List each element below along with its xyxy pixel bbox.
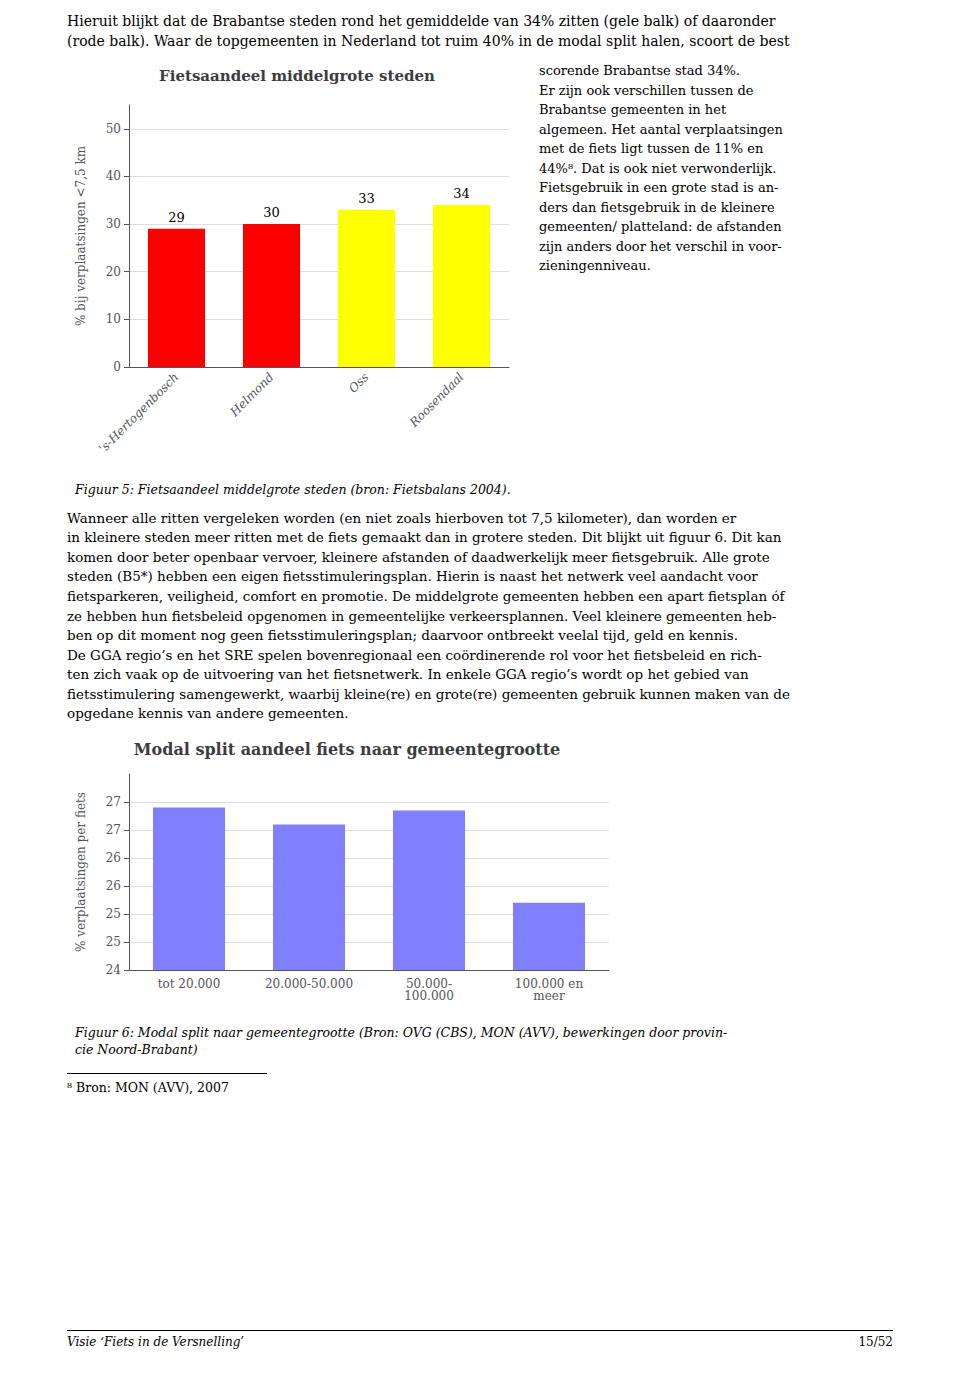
html-text:Visie ‘Fiets in de Versnelling: Visie ‘Fiets in de Versnelling’ [67,1335,245,1349]
svg-text:26: 26 [106,879,121,893]
html-text:Hieruit blijkt dat de Brabants: Hieruit blijkt dat de Brabantse steden r… [67,13,790,49]
svg-text:25: 25 [106,935,121,949]
svg-text:meer: meer [533,989,565,1003]
svg-text:Fietsaandeel middelgrote stede: Fietsaandeel middelgrote steden [159,67,435,85]
svg-text:tot 20.000: tot 20.000 [158,977,221,991]
svg-text:% bij verplaatsingen <7,5 km: % bij verplaatsingen <7,5 km [74,145,88,326]
html-text:15/52: 15/52 [858,1335,893,1349]
svg-text:20: 20 [106,265,121,279]
svg-text:100.000: 100.000 [404,989,454,1003]
html-text:Figuur 6: Modal split naar gem: Figuur 6: Modal split naar gemeentegroot… [75,1024,728,1058]
svg-text:34: 34 [453,186,470,201]
svg-text:26: 26 [106,851,121,865]
svg-text:Roosendaal: Roosendaal [406,370,466,430]
svg-text:33: 33 [358,191,375,206]
svg-text:27: 27 [106,795,121,809]
svg-text:30: 30 [263,205,280,220]
svg-text:Helmond: Helmond [227,370,277,420]
svg-text:20.000-50.000: 20.000-50.000 [265,977,353,991]
svg-text:40: 40 [106,170,121,184]
html-text:Wanneer alle ritten vergeleken: Wanneer alle ritten vergeleken worden (e… [67,509,790,722]
svg-text:'s-Hertogenbosch: 's-Hertogenbosch [96,370,181,455]
svg-text:29: 29 [168,210,185,225]
html-text:⁸ Bron: MON (AVV), 2007: ⁸ Bron: MON (AVV), 2007 [67,1079,229,1095]
svg-text:25: 25 [106,907,121,921]
svg-text:27: 27 [106,823,121,837]
html-text:Figuur 5: Fietsaandeel middelg: Figuur 5: Fietsaandeel middelgrote stede… [75,482,511,498]
svg-text:100.000 en: 100.000 en [514,976,584,991]
svg-text:10: 10 [106,313,121,327]
svg-text:% verplaatsingen per fiets: % verplaatsingen per fiets [74,792,88,952]
svg-text:Modal split aandeel fiets naar: Modal split aandeel fiets naar gemeenteg… [134,739,560,758]
svg-text:30: 30 [106,217,121,231]
html-text:scorende Brabantse stad 34%. E: scorende Brabantse stad 34%. Er zijn ook… [539,63,783,274]
svg-text:50.000-: 50.000- [406,976,452,991]
svg-text:24: 24 [106,963,122,977]
svg-text:50: 50 [106,122,121,136]
svg-text:0: 0 [113,360,121,374]
svg-text:Oss: Oss [346,370,372,396]
